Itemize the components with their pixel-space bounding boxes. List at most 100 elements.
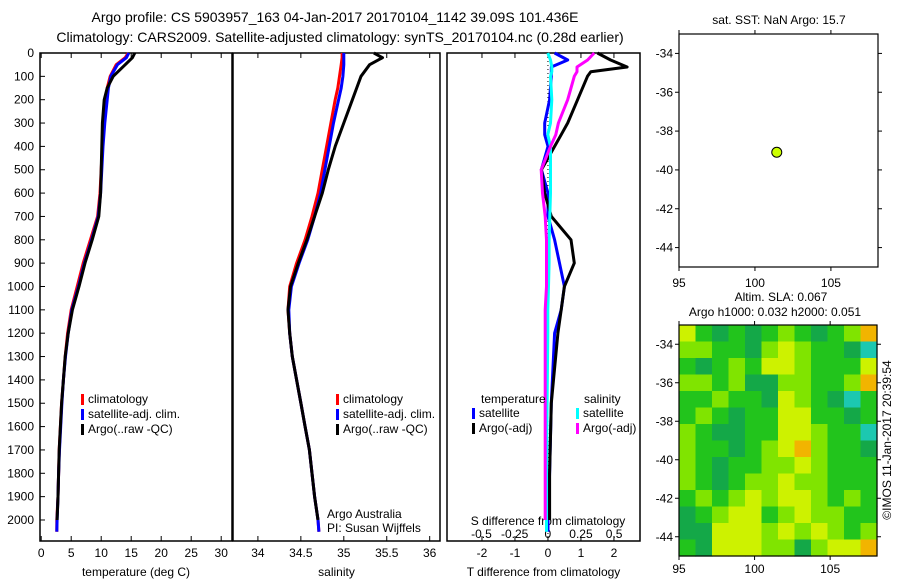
sla-cell	[679, 523, 697, 541]
sla-cell	[712, 325, 730, 343]
imos-credit: ©IMOS 11-Jan-2017 20:39:54	[880, 360, 894, 520]
sla-cell	[844, 506, 862, 524]
legend-label: satellite-adj. clim.	[343, 407, 435, 421]
sla-cell	[794, 325, 812, 343]
sla-cell	[712, 440, 730, 458]
sla-map-title-line2: Argo h1000: 0.032 h2000: 0.051	[689, 305, 861, 319]
s-tick-label: -0.5	[471, 527, 492, 541]
sla-cell	[728, 424, 746, 442]
sla-cell	[761, 506, 779, 524]
sla-cell	[745, 325, 763, 343]
sla-cell	[679, 325, 697, 343]
x-tick-label: -1	[510, 546, 521, 560]
legend-swatch-argo	[81, 424, 84, 435]
x-tick-label: 20	[155, 546, 169, 560]
sla-cell	[794, 457, 812, 475]
sla-cell	[745, 457, 763, 475]
x-tick-label: 1	[578, 546, 585, 560]
sla-cell	[745, 490, 763, 508]
sla-cell	[745, 539, 763, 557]
y-tick-label: 400	[14, 139, 34, 153]
sla-map-title-line1: Altim. SLA: 0.067	[735, 290, 828, 304]
y-tick-label: 700	[14, 209, 34, 223]
sla-cell	[728, 391, 746, 409]
legend-label: satellite-adj. clim.	[88, 407, 180, 421]
legend-label: satellite	[583, 406, 624, 420]
legend-swatch-sal_argo	[576, 423, 579, 434]
x-tick-label: 35.5	[375, 546, 399, 560]
y-tick-label: 1700	[7, 443, 34, 457]
sla-cell	[811, 424, 829, 442]
legend-swatch-sal_satellite	[576, 408, 579, 419]
lon-tick-label: 95	[672, 562, 686, 576]
sla-cell	[712, 457, 730, 475]
sla-cell	[844, 490, 862, 508]
sla-cell	[695, 457, 713, 475]
lat-tick-label: -34	[656, 337, 674, 351]
sla-cell	[695, 473, 713, 491]
sla-cell	[794, 341, 812, 359]
sla-cell	[761, 539, 779, 557]
sla-cell	[811, 391, 829, 409]
y-tick-label: 1300	[7, 350, 34, 364]
annotation-pi: PI: Susan Wijffels	[327, 521, 421, 535]
x-tick-label: 2	[611, 546, 618, 560]
sla-cell	[811, 358, 829, 376]
sla-cell	[679, 424, 697, 442]
sla-cell	[695, 374, 713, 392]
y-tick-label: 600	[14, 186, 34, 200]
sla-cell	[778, 539, 796, 557]
sla-cell	[761, 523, 779, 541]
sla-cell	[778, 473, 796, 491]
x-axis-label: T difference from climatology	[467, 565, 621, 579]
sla-cell	[728, 407, 746, 425]
sla-cell	[844, 374, 862, 392]
sla-cell	[695, 341, 713, 359]
sla-cell	[695, 440, 713, 458]
y-tick-label: 1100	[8, 303, 34, 317]
sla-cell	[844, 457, 862, 475]
sla-cell	[794, 473, 812, 491]
sla-cell	[844, 341, 862, 359]
y-tick-label: 0	[27, 46, 34, 60]
sla-cell	[860, 539, 878, 557]
sla-cell	[827, 424, 845, 442]
sla-cell	[827, 523, 845, 541]
sla-cell	[712, 341, 730, 359]
lat-tick-label: -42	[656, 202, 674, 216]
sla-cell	[728, 490, 746, 508]
sla-cell	[778, 407, 796, 425]
sla-cell	[695, 490, 713, 508]
y-tick-label: 1000	[7, 279, 34, 293]
sla-cell	[745, 440, 763, 458]
y-tick-label: 2000	[7, 513, 34, 527]
sla-cell	[811, 457, 829, 475]
sla-cell	[811, 523, 829, 541]
sla-cell	[728, 374, 746, 392]
sla-cell	[695, 424, 713, 442]
sla-cell	[794, 407, 812, 425]
sla-cell	[712, 506, 730, 524]
x-tick-label: 34.5	[289, 546, 313, 560]
sla-cell	[860, 457, 878, 475]
sla-cell	[728, 325, 746, 343]
legend-label: Argo(-adj)	[583, 421, 636, 435]
x-axis-label: temperature (deg C)	[82, 565, 190, 579]
sla-cell	[827, 341, 845, 359]
sla-cell	[827, 325, 845, 343]
lon-tick-label: 95	[672, 276, 686, 290]
plot-frame-temperature	[39, 52, 233, 542]
sla-cell	[794, 424, 812, 442]
sla-cell	[794, 523, 812, 541]
argo-location-marker	[771, 146, 783, 158]
sla-cell	[794, 358, 812, 376]
y-tick-label: 900	[14, 256, 34, 270]
sla-cell	[745, 341, 763, 359]
y-tick-label: 1500	[7, 396, 34, 410]
difference-line-argo	[539, 51, 629, 520]
lon-tick-label: 105	[821, 276, 841, 290]
sla-cell	[860, 391, 878, 409]
sla-cell	[761, 391, 779, 409]
sla-cell	[860, 473, 878, 491]
sla-map-frame	[678, 324, 878, 557]
